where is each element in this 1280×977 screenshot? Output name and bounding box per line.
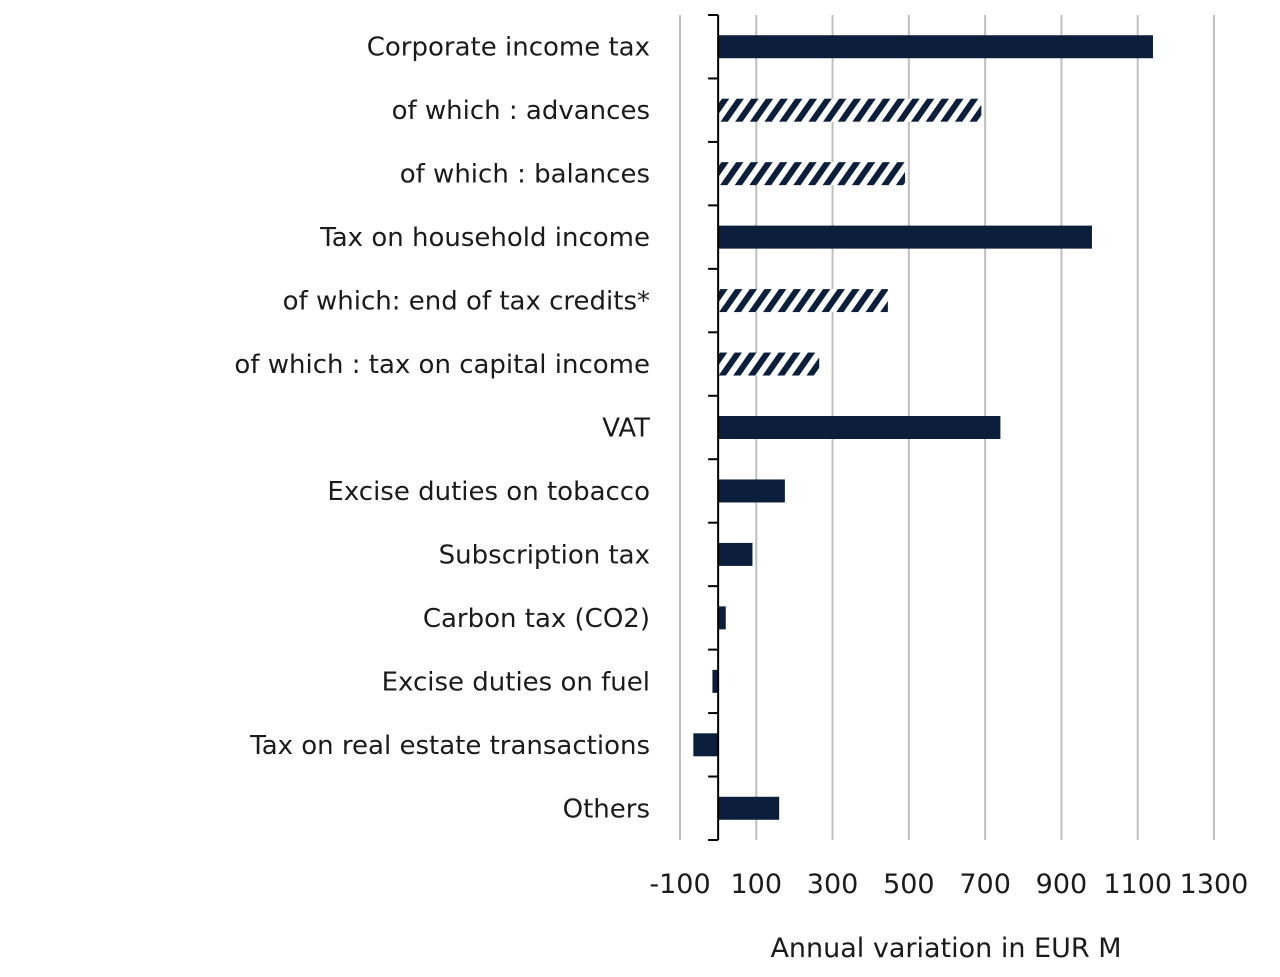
category-label: Subscription tax xyxy=(439,540,650,570)
x-axis-title: Annual variation in EUR M xyxy=(770,933,1121,964)
bar-8 xyxy=(718,542,753,566)
category-label: VAT xyxy=(602,414,650,444)
category-label: Excise duties on fuel xyxy=(382,667,650,697)
x-tick-label: 1300 xyxy=(1180,869,1249,900)
category-label: of which: end of tax credits* xyxy=(283,287,650,317)
category-label: of which : balances xyxy=(400,160,650,190)
bar-9 xyxy=(718,606,726,630)
bar-10 xyxy=(712,669,719,693)
category-label: Corporate income tax xyxy=(367,33,650,63)
bar-4 xyxy=(718,289,888,313)
category-label: of which : tax on capital income xyxy=(234,350,650,380)
bar-6 xyxy=(718,416,1001,439)
category-labels: Corporate income tax of which : advances o… xyxy=(234,33,650,825)
category-label: Excise duties on tobacco xyxy=(327,477,650,507)
x-tick-label: 700 xyxy=(959,869,1011,900)
x-tick-label: 500 xyxy=(883,869,935,900)
bar-12 xyxy=(718,796,780,820)
x-tick-label: 900 xyxy=(1036,869,1088,900)
bar-5 xyxy=(718,352,820,376)
x-tick-label: -100 xyxy=(649,869,710,900)
x-tick-label: 100 xyxy=(731,869,783,900)
category-label: of which : advances xyxy=(392,96,650,126)
bar-11 xyxy=(693,733,719,757)
bar-7 xyxy=(718,479,785,503)
bar-2 xyxy=(718,162,906,186)
bars xyxy=(693,35,1153,820)
bar-0 xyxy=(718,35,1153,59)
x-tick-label: 300 xyxy=(807,869,859,900)
x-tick-label: 1100 xyxy=(1103,869,1172,900)
bar-1 xyxy=(718,98,982,122)
y-axis xyxy=(708,14,720,841)
category-label: Tax on household income xyxy=(319,223,650,253)
category-label: Others xyxy=(563,794,650,824)
category-label: Tax on real estate transactions xyxy=(249,731,650,761)
x-tick-labels: -100 100 300 500 700 900 1100 1300 xyxy=(649,869,1248,900)
bar-3 xyxy=(718,225,1092,249)
category-label: Carbon tax (CO2) xyxy=(423,604,650,634)
